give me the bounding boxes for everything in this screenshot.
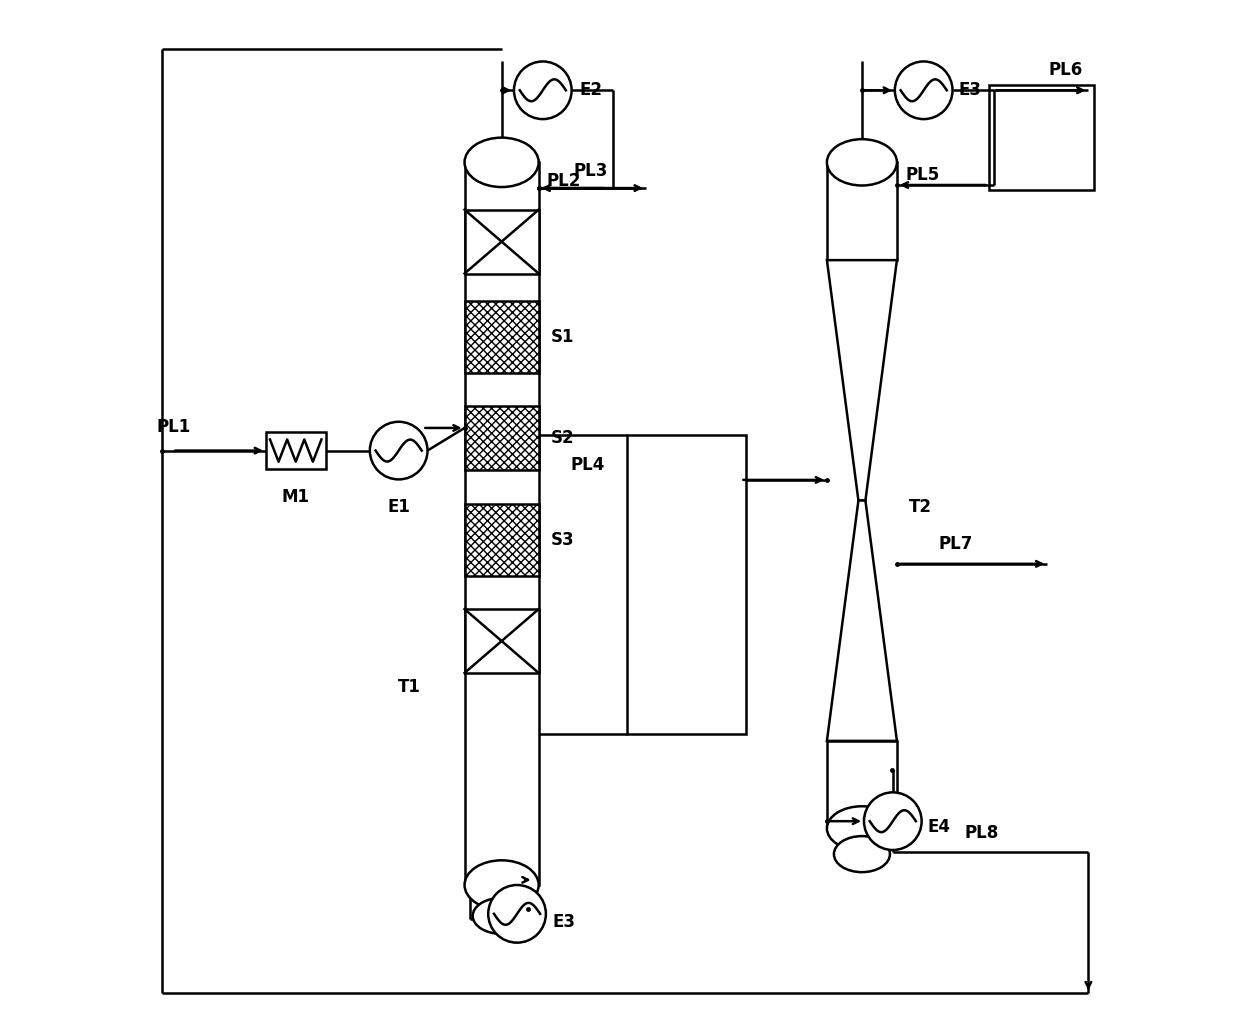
Text: T2: T2 <box>909 498 932 516</box>
Circle shape <box>864 793 921 850</box>
Bar <box>465 407 538 470</box>
Text: M1: M1 <box>281 487 310 506</box>
Ellipse shape <box>827 806 897 851</box>
Text: T1: T1 <box>398 678 420 697</box>
Bar <box>265 432 326 469</box>
Ellipse shape <box>472 898 531 934</box>
Text: E1: E1 <box>387 498 410 515</box>
Ellipse shape <box>465 138 538 187</box>
Text: PL2: PL2 <box>547 172 582 189</box>
Circle shape <box>489 885 546 943</box>
Text: E3: E3 <box>959 82 982 99</box>
Text: PL4: PL4 <box>570 455 605 474</box>
Text: PL6: PL6 <box>1049 61 1084 79</box>
Bar <box>988 85 1094 190</box>
Circle shape <box>370 421 428 479</box>
Ellipse shape <box>835 836 890 873</box>
Polygon shape <box>827 260 897 501</box>
Text: PL1: PL1 <box>156 418 191 436</box>
Bar <box>627 435 745 734</box>
Text: PL3: PL3 <box>574 161 608 180</box>
Circle shape <box>895 61 952 119</box>
Bar <box>827 162 897 260</box>
Bar <box>465 210 538 273</box>
Circle shape <box>513 61 572 119</box>
Ellipse shape <box>465 860 538 910</box>
Text: PL5: PL5 <box>905 166 940 183</box>
Text: E3: E3 <box>552 913 575 932</box>
Text: E4: E4 <box>928 819 951 836</box>
Bar <box>827 741 897 828</box>
Bar <box>465 301 538 374</box>
Bar <box>465 610 538 673</box>
Text: S3: S3 <box>551 531 574 550</box>
Bar <box>465 162 538 885</box>
Text: S2: S2 <box>551 430 574 447</box>
Text: PL8: PL8 <box>965 824 999 841</box>
Text: S1: S1 <box>551 328 574 347</box>
Bar <box>465 504 538 576</box>
Text: E2: E2 <box>580 82 603 99</box>
Ellipse shape <box>827 139 897 185</box>
Polygon shape <box>827 501 897 741</box>
Text: PL7: PL7 <box>939 535 972 554</box>
